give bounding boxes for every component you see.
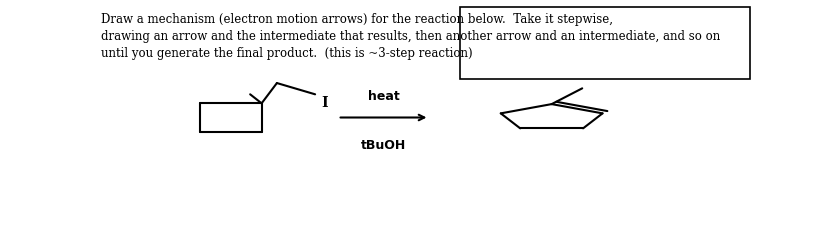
- Text: heat: heat: [367, 89, 399, 102]
- Text: I: I: [321, 96, 327, 110]
- Text: Draw a mechanism (electron motion arrows) for the reaction below.  Take it stepw: Draw a mechanism (electron motion arrows…: [101, 12, 719, 59]
- Text: tBuOH: tBuOH: [361, 138, 406, 151]
